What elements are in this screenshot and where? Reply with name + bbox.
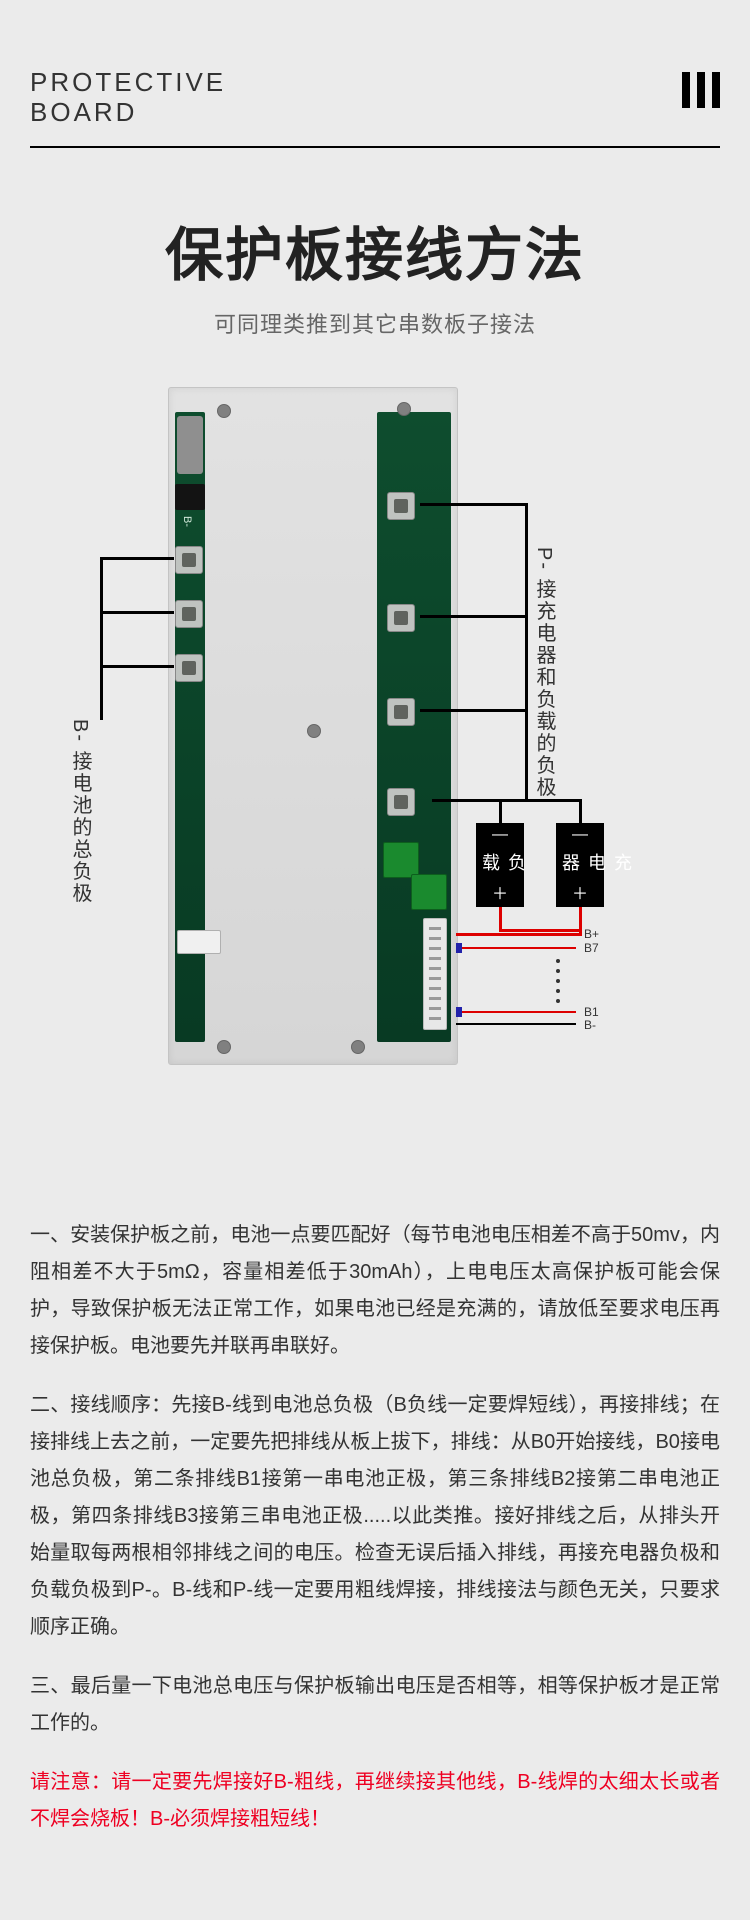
terminal-block-1 [383, 842, 419, 878]
p-minus-pad-1 [387, 492, 415, 520]
connector-white [177, 930, 221, 954]
minus-terminal: — [492, 826, 508, 844]
p-minus-pad-2 [387, 604, 415, 632]
pcb-board: B- [168, 387, 458, 1065]
wire-red [499, 929, 582, 932]
instruction-1: 一、安装保护板之前，电池一点要匹配好（每节电池电压相差不高于50mv，内阻相差不… [30, 1217, 720, 1365]
screw-hole [351, 1040, 365, 1054]
instructions: 一、安装保护板之前，电池一点要匹配好（每节电池电压相差不高于50mv，内阻相差不… [0, 1107, 750, 1920]
balance-wire-b-minus [456, 1023, 576, 1025]
header-bars-icon [682, 72, 720, 108]
wire-p-minus [525, 503, 528, 802]
balance-label-b7: B7 [584, 941, 599, 955]
b-minus-pad-1 [175, 546, 203, 574]
capacitor-pack [177, 416, 203, 474]
b-minus-silkscreen: B- [181, 516, 193, 527]
header: PROTECTIVE BOARD [0, 0, 750, 128]
wire-p-minus [420, 709, 528, 712]
minus-terminal: — [572, 826, 588, 844]
header-rule [30, 146, 720, 148]
header-title-line2: BOARD [30, 98, 226, 128]
balance-label-b1: B1 [584, 1005, 599, 1019]
wire-p-minus [420, 615, 528, 618]
wire-red [499, 907, 502, 931]
terminal-block-2 [411, 874, 447, 910]
p-minus-pad-4 [387, 788, 415, 816]
header-title: PROTECTIVE BOARD [30, 68, 226, 128]
b-minus-pad-2 [175, 600, 203, 628]
b-minus-label: B- 接电池的总负极 [68, 719, 92, 905]
ic-chip [175, 484, 205, 510]
wire-red [456, 933, 582, 936]
b-minus-pad-3 [175, 654, 203, 682]
p-minus-label: P- 接充电器和负载的负极 [532, 547, 556, 799]
balance-label-bplus: B+ [584, 927, 599, 941]
wire-p-minus [499, 799, 582, 802]
balance-wire-b7 [456, 947, 576, 949]
screw-hole [217, 1040, 231, 1054]
header-title-line1: PROTECTIVE [30, 68, 226, 98]
wire-b-minus [100, 668, 103, 720]
instruction-3: 三、最后量一下电池总电压与保护板输出电压是否相等，相等保护板才是正常工作的。 [30, 1668, 720, 1742]
screw-hole [307, 724, 321, 738]
balance-wire-b1 [456, 1011, 576, 1013]
charger-label: 充电器 [557, 844, 635, 880]
title-block: 保护板接线方法 可同理类推到其它串数板子接法 [0, 208, 750, 339]
balance-node [456, 1007, 462, 1017]
subtitle: 可同理类推到其它串数板子接法 [0, 307, 750, 339]
wire-p-minus [499, 799, 502, 823]
instruction-2: 二、接线顺序：先接B-线到电池总负极（B负线一定要焊短线），再接排线；在接排线上… [30, 1387, 720, 1646]
balance-node [456, 943, 462, 953]
instruction-warning: 请注意：请一定要先焊接好B-粗线，再继续接其他线，B-线焊的太细太长或者不焊会烧… [30, 1764, 720, 1838]
p-minus-pad-3 [387, 698, 415, 726]
screw-hole [217, 404, 231, 418]
wiring-diagram: B- [0, 387, 750, 1107]
charger-box: — 充电器 ＋ [556, 823, 604, 907]
load-label: 负载 [477, 844, 529, 880]
infographic-page: PROTECTIVE BOARD 保护板接线方法 可同理类推到其它串数板子接法 … [0, 0, 750, 1920]
wire-b-minus [100, 665, 174, 668]
main-title: 保护板接线方法 [0, 208, 750, 292]
wire-b-minus [100, 557, 103, 668]
balance-label-b-neg: B- [584, 1018, 596, 1032]
wire-b-minus [100, 557, 174, 560]
plus-terminal: ＋ [492, 880, 508, 904]
wire-red [579, 907, 582, 931]
wire-b-minus [100, 611, 174, 614]
wire-p-minus [420, 503, 528, 506]
plus-terminal: ＋ [572, 880, 588, 904]
load-box: — 负载 ＋ [476, 823, 524, 907]
screw-hole [397, 402, 411, 416]
balance-connector [423, 918, 447, 1030]
wire-p-minus [579, 799, 582, 823]
